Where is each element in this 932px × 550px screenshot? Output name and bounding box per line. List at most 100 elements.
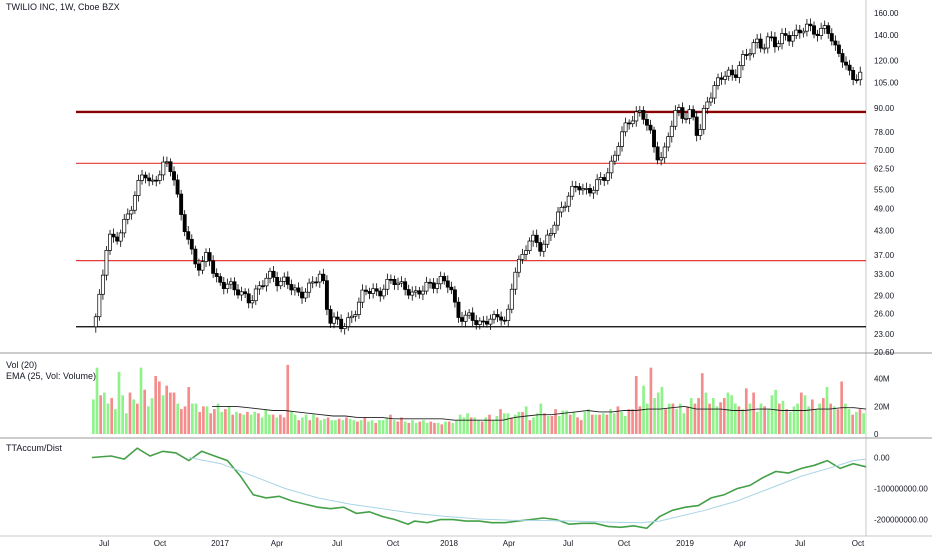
- candle-body: [630, 120, 635, 125]
- volume-bar: [429, 421, 433, 434]
- volume-bar: [121, 395, 125, 434]
- candle-body: [179, 193, 184, 215]
- price-tick-label: 20.60: [874, 348, 895, 357]
- symbol-name[interactable]: TWILIO INC: [6, 2, 55, 12]
- candle-body: [488, 318, 493, 325]
- volume-bar: [125, 413, 128, 434]
- candle-body: [374, 288, 379, 292]
- candle-body: [726, 69, 731, 77]
- candle-body: [765, 36, 770, 49]
- volume-bar: [345, 417, 348, 434]
- candle-body: [684, 118, 688, 120]
- volume-bar: [103, 392, 106, 434]
- volume-bar: [95, 367, 99, 434]
- volume-bar: [480, 421, 484, 434]
- volume-bar: [392, 420, 396, 434]
- volume-bar: [638, 406, 642, 434]
- candle-body: [655, 146, 660, 161]
- candle-body: [132, 195, 137, 211]
- volume-bar: [609, 409, 612, 434]
- volume-bar: [301, 417, 304, 434]
- candle-body: [463, 314, 468, 322]
- candle-body: [737, 65, 742, 78]
- candle-body: [591, 189, 596, 194]
- volume-bar: [403, 421, 407, 434]
- volume-bar: [477, 420, 480, 434]
- volume-bar: [224, 409, 227, 434]
- volume-bar: [579, 420, 583, 434]
- volume-bar: [645, 403, 649, 434]
- volume-bar: [851, 414, 854, 434]
- candle-body: [353, 314, 358, 317]
- volume-bar: [656, 392, 660, 434]
- candle-body: [652, 129, 656, 148]
- candle-body: [100, 274, 105, 295]
- candle-body: [552, 224, 557, 234]
- candle-body: [570, 185, 575, 197]
- candle-body: [634, 111, 639, 122]
- candle-body: [111, 233, 116, 238]
- candle-body: [676, 107, 681, 111]
- exchange-label: Cboe BZX: [78, 2, 120, 12]
- candle-body: [776, 43, 781, 48]
- volume-bar: [348, 418, 352, 434]
- candle-body: [292, 287, 297, 291]
- volume-bar: [407, 422, 411, 434]
- candle-body: [367, 291, 372, 294]
- volume-bar: [546, 416, 550, 434]
- candle-body: [829, 33, 834, 42]
- time-tick-label: Jul: [332, 539, 342, 548]
- interval-label[interactable]: 1W: [60, 2, 74, 12]
- candle-body: [182, 214, 187, 232]
- candle-body: [285, 276, 290, 285]
- candle-body: [420, 290, 425, 295]
- candle-body: [527, 240, 532, 251]
- candle-body: [452, 289, 457, 303]
- volume-bar: [854, 411, 858, 434]
- volume-bar: [792, 406, 796, 434]
- volume-bar: [777, 403, 781, 434]
- volume-bar: [128, 392, 132, 434]
- price-tick-label: 29.00: [874, 291, 895, 300]
- volume-bar: [447, 421, 451, 434]
- volume-bar: [671, 403, 675, 434]
- volume-bar: [528, 420, 532, 434]
- volume-bar: [444, 421, 447, 434]
- candle-body: [260, 285, 265, 288]
- candle-body: [356, 301, 361, 315]
- volume-pane-title[interactable]: Vol (20): [6, 360, 38, 370]
- candle-body: [150, 179, 155, 182]
- candle-body: [161, 161, 166, 176]
- candle-body: [762, 47, 767, 50]
- volume-bar: [803, 395, 807, 434]
- candle-body: [659, 157, 664, 161]
- accum-pane-title[interactable]: TTAccum/Dist: [6, 443, 62, 453]
- volume-bar: [730, 395, 733, 434]
- candle-body: [428, 281, 432, 284]
- volume-bar: [524, 406, 528, 434]
- volume-bar: [231, 414, 235, 434]
- volume-bar: [110, 398, 114, 434]
- volume-bar: [858, 409, 862, 434]
- candle-body: [748, 53, 752, 56]
- volume-bar: [165, 385, 169, 434]
- volume-bar: [337, 418, 341, 434]
- volume-bar: [271, 414, 275, 434]
- volume-bar: [572, 411, 576, 434]
- ema-pane-title[interactable]: EMA (25, Vol: Volume): [6, 371, 97, 381]
- candle-body: [787, 35, 792, 42]
- candle-body: [858, 71, 863, 81]
- volume-bar: [568, 414, 572, 434]
- volume-bar: [711, 398, 715, 434]
- candle-body: [278, 281, 283, 287]
- price-tick-label: 120.00: [874, 57, 899, 66]
- volume-bar: [411, 420, 414, 434]
- volume-bar: [381, 420, 385, 434]
- candle-body: [154, 179, 159, 182]
- volume-bar: [513, 414, 517, 434]
- volume-bar: [678, 403, 682, 434]
- candle-body: [364, 289, 368, 292]
- candle-body: [385, 278, 390, 290]
- candle-body: [566, 195, 571, 207]
